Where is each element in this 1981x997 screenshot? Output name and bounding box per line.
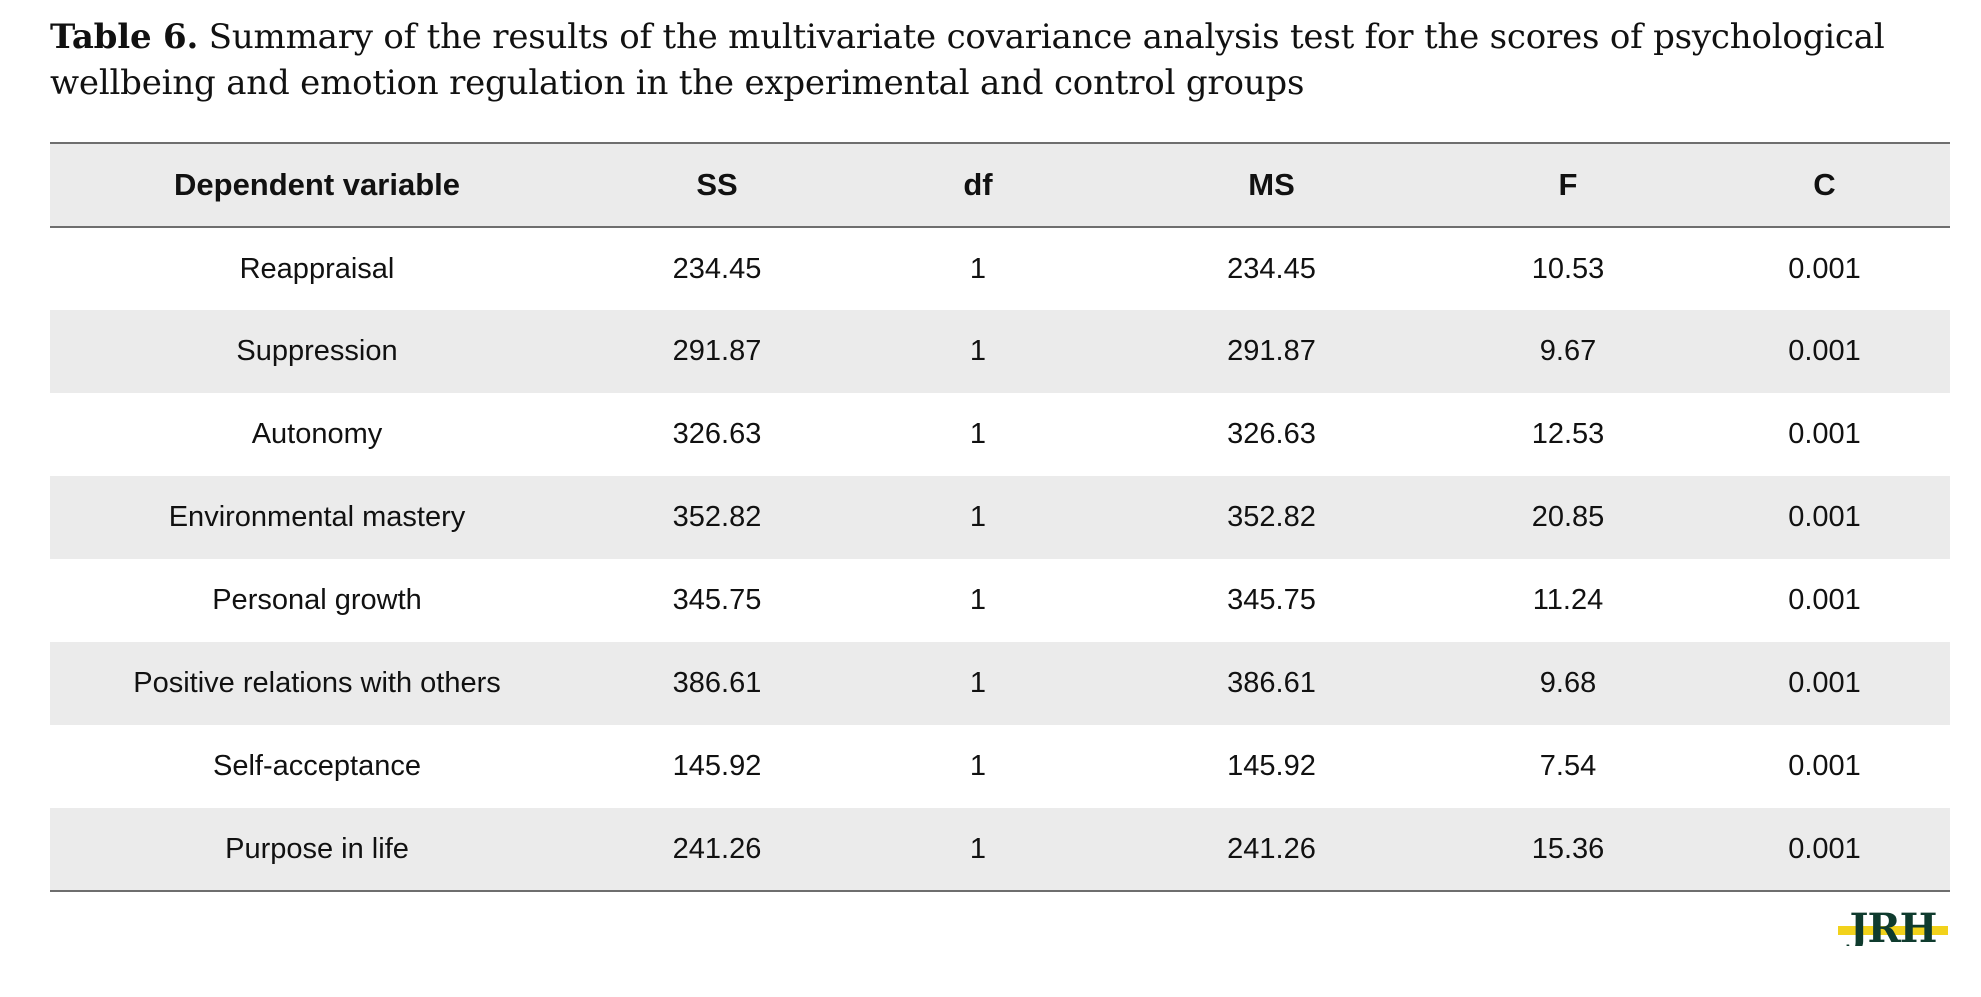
logo-highlight-band bbox=[1838, 926, 1948, 935]
header-f: F bbox=[1437, 142, 1699, 228]
header-ms: MS bbox=[1106, 142, 1437, 228]
cell-ms: 386.61 bbox=[1227, 667, 1316, 699]
table-row: Self-acceptance 145.92 1 145.92 7.54 0.0… bbox=[50, 725, 1950, 808]
header-row: Dependent variable SS df MS F C bbox=[50, 142, 1950, 228]
cell-df: 1 bbox=[969, 667, 987, 699]
cell-dependent-variable: Purpose in life bbox=[50, 808, 584, 892]
table-row: Autonomy 326.63 1 326.63 12.53 0.001 bbox=[50, 393, 1950, 476]
cell-ss: 291.87 bbox=[672, 335, 762, 367]
cell-ms: 241.26 bbox=[1106, 808, 1437, 892]
cell-dependent-variable: Autonomy bbox=[251, 418, 383, 450]
cell-ss: 326.63 bbox=[672, 418, 762, 450]
cell-f: 9.68 bbox=[1539, 667, 1597, 699]
cell-f: 10.53 bbox=[1531, 252, 1605, 285]
cell-c: 0.001 bbox=[1788, 418, 1861, 450]
jrh-logo: JRH bbox=[1838, 906, 1948, 946]
header-c: C bbox=[1699, 142, 1950, 228]
cell-f: 11.24 bbox=[1532, 584, 1604, 616]
cell-f: 15.36 bbox=[1437, 808, 1699, 892]
cell-c: 0.001 bbox=[1699, 808, 1950, 892]
cell-ms: 291.87 bbox=[1227, 335, 1316, 367]
cell-dependent-variable: Personal growth bbox=[212, 584, 422, 616]
cell-ss: 241.26 bbox=[584, 808, 850, 892]
cell-dependent-variable: Positive relations with others bbox=[133, 667, 501, 699]
cell-ms: 326.63 bbox=[1227, 418, 1316, 450]
cell-f: 9.67 bbox=[1539, 335, 1597, 367]
header-ss: SS bbox=[584, 142, 850, 228]
cell-c: 0.001 bbox=[1788, 501, 1861, 533]
cell-ss: 345.75 bbox=[672, 584, 762, 616]
table-caption-label: Table 6. bbox=[50, 17, 199, 57]
cell-df: 1 bbox=[850, 808, 1106, 892]
cell-ss: 145.92 bbox=[672, 750, 762, 782]
table-body: Reappraisal 234.45 1 234.45 10.53 0.001 … bbox=[50, 227, 1950, 892]
table-row: Positive relations with others 386.61 1 … bbox=[50, 642, 1950, 725]
cell-f: 12.53 bbox=[1531, 418, 1605, 450]
cell-c: 0.001 bbox=[1788, 667, 1861, 699]
cell-df: 1 bbox=[969, 252, 987, 285]
cell-dependent-variable: Suppression bbox=[236, 335, 398, 367]
cell-c: 0.001 bbox=[1788, 252, 1861, 285]
cell-df: 1 bbox=[969, 584, 987, 616]
cell-ms: 145.92 bbox=[1227, 750, 1316, 782]
cell-df: 1 bbox=[969, 750, 987, 782]
results-table-container: Dependent variable SS df MS F C Reapprai… bbox=[50, 142, 1950, 892]
cell-ss: 386.61 bbox=[672, 667, 762, 699]
cell-f: 7.54 bbox=[1539, 750, 1597, 782]
cell-f: 20.85 bbox=[1531, 501, 1605, 533]
table-caption: Table 6. Summary of the results of the m… bbox=[50, 14, 1950, 106]
cell-df: 1 bbox=[969, 501, 987, 533]
cell-c: 0.001 bbox=[1788, 584, 1861, 616]
table-caption-text: Summary of the results of the multivaria… bbox=[50, 17, 1885, 103]
cell-ss: 234.45 bbox=[672, 252, 762, 285]
table-row: Reappraisal 234.45 1 234.45 10.53 0.001 bbox=[50, 227, 1950, 310]
table-row: Purpose in life 241.26 1 241.26 15.36 0.… bbox=[50, 808, 1950, 892]
cell-dependent-variable: Reappraisal bbox=[239, 252, 395, 285]
cell-dependent-variable: Self-acceptance bbox=[213, 750, 421, 782]
logo-text: JRH bbox=[1847, 906, 1937, 946]
header-df: df bbox=[850, 142, 1106, 228]
table-row: Personal growth 345.75 1 345.75 11.24 0.… bbox=[50, 559, 1950, 642]
cell-c: 0.001 bbox=[1788, 335, 1861, 367]
table-row: Suppression 291.87 1 291.87 9.67 0.001 bbox=[50, 310, 1950, 393]
cell-ms: 345.75 bbox=[1227, 584, 1316, 616]
cell-ms: 352.82 bbox=[1227, 501, 1316, 533]
cell-ms: 234.45 bbox=[1227, 252, 1316, 285]
cell-c: 0.001 bbox=[1788, 750, 1861, 782]
results-table: Dependent variable SS df MS F C Reapprai… bbox=[50, 142, 1950, 892]
header-dependent-variable: Dependent variable bbox=[50, 142, 584, 228]
cell-ss: 352.82 bbox=[672, 501, 762, 533]
table-row: Environmental mastery 352.82 1 352.82 20… bbox=[50, 476, 1950, 559]
table-header: Dependent variable SS df MS F C bbox=[50, 142, 1950, 228]
cell-dependent-variable: Environmental mastery bbox=[168, 501, 466, 533]
cell-df: 1 bbox=[969, 418, 987, 450]
cell-df: 1 bbox=[969, 335, 987, 367]
